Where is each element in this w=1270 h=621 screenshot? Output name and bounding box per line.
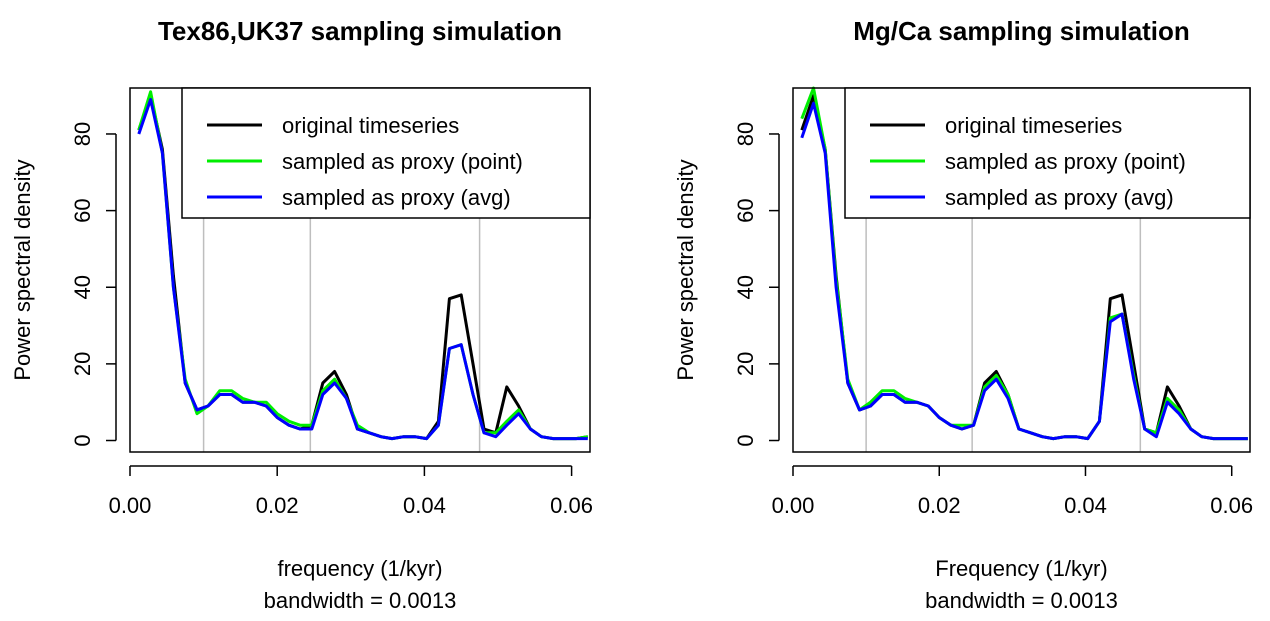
y-tick-label: 80 [733,122,758,146]
chart-tex86-uk37: Tex86,UK37 sampling simulation original t… [10,16,593,613]
x-axis-label: Frequency (1/kyr) [935,556,1107,581]
x-tick-label: 0.04 [1064,493,1107,518]
legend-label: sampled as proxy (point) [945,149,1186,174]
x-axis-label: frequency (1/kyr) [277,556,442,581]
series-line-2 [137,98,588,441]
y-tick-label: 20 [733,352,758,376]
legend-label: sampled as proxy (avg) [945,185,1174,210]
y-tick-label: 20 [70,352,95,376]
x-axis-sublabel: bandwidth = 0.0013 [264,588,457,613]
x-tick-label: 0.04 [403,493,446,518]
chart-title: Tex86,UK37 sampling simulation [158,16,562,46]
legend-label: sampled as proxy (point) [282,149,523,174]
legend-label: original timeseries [282,113,459,138]
y-axis-label: Power spectral density [673,159,698,380]
y-tick-label: 0 [70,434,95,446]
y-tick-label: 40 [70,275,95,299]
y-axis-label: Power spectral density [10,159,35,380]
x-axis-sublabel: bandwidth = 0.0013 [925,588,1118,613]
y-tick-label: 60 [733,198,758,222]
y-tick-label: 60 [70,198,95,222]
legend-label: sampled as proxy (avg) [282,185,511,210]
x-tick-label: 0.06 [550,493,593,518]
y-tick-label: 40 [733,275,758,299]
chart-title: Mg/Ca sampling simulation [853,16,1190,46]
x-tick-label: 0.02 [256,493,299,518]
x-tick-label: 0.02 [918,493,961,518]
chart-mgca: Mg/Ca sampling simulation original timese… [673,16,1253,613]
x-tick-label: 0.00 [772,493,815,518]
y-tick-label: 80 [70,122,95,146]
x-tick-label: 0.00 [109,493,152,518]
series-line-2 [800,101,1248,441]
legend-label: original timeseries [945,113,1122,138]
x-tick-label: 0.06 [1210,493,1253,518]
y-tick-label: 0 [733,434,758,446]
